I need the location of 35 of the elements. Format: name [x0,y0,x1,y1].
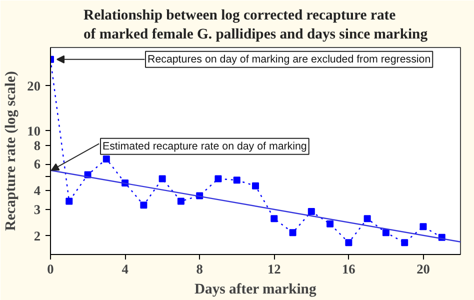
point [158,175,166,182]
x-tick-label: 20 [416,262,430,276]
x-tick-label: 0 [47,262,54,276]
point [420,223,427,230]
point [326,220,334,228]
x-axis-title: Days after marking [194,282,317,298]
point [401,239,408,246]
x-tick-label: 12 [267,262,282,276]
point [102,155,110,162]
point [364,215,371,222]
point [214,175,222,182]
y-tick-label: 4 [34,183,41,198]
y-tick-label: 3 [34,202,41,217]
y-tick-label: 8 [34,138,41,153]
point [140,202,148,209]
annotation: Estimated recapture rate on day of marking [102,140,307,152]
point [270,215,278,222]
point [345,239,352,246]
point [177,198,184,205]
y-axis-title: Recapture rate (log scale) [3,71,20,231]
x-tick-label: 4 [122,262,129,276]
x-tick-label: 16 [342,262,356,276]
point [382,229,390,236]
point [66,198,73,205]
y-tick-label: 20 [27,78,41,94]
y-tick-label: 2 [34,228,41,244]
point [233,176,240,184]
x-tick-label: 8 [196,262,204,276]
chart-title: Relationship between log corrected recapture rate of marked female G. pallidipes and days since marking [83,7,428,42]
y-tick-label: 6 [34,156,41,172]
point [252,182,259,190]
point [289,229,296,236]
point [308,208,315,216]
y-tick-label: 10 [27,123,41,138]
annotation: Recaptures on day of marking are excluded from regression [148,53,431,66]
